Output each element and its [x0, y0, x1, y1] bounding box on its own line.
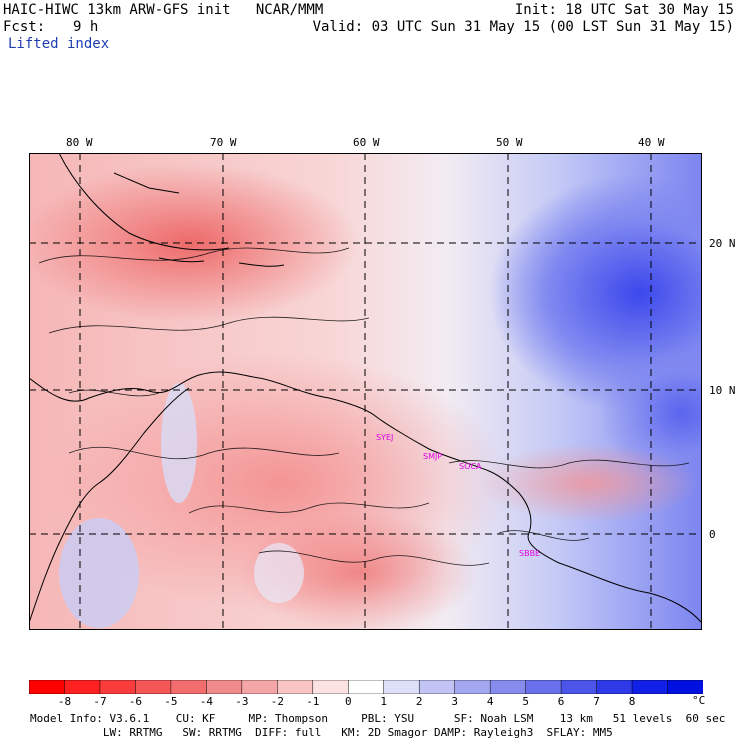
- colorbar-tick-label: 3: [451, 695, 458, 708]
- colorbar-swatch: [596, 680, 633, 694]
- latitude-label-20n: 20 N: [709, 237, 736, 250]
- colorbar-tick-label: 7: [593, 695, 600, 708]
- colorbar-tick-label: -7: [93, 695, 107, 708]
- model-info-line-2: LW: RRTMG SW: RRTMG DIFF: full KM: 2D Sm…: [30, 726, 613, 739]
- colorbar-swatch: [383, 680, 420, 694]
- unstable-region-amazon: [239, 513, 479, 630]
- colorbar-tick-label: -1: [306, 695, 320, 708]
- longitude-label-60w: 60 W: [353, 136, 380, 149]
- latitude-label-10n: 10 N: [709, 384, 736, 397]
- station-label-sbbe: SBBE: [519, 549, 540, 558]
- colorbar-tick-label: -4: [199, 695, 214, 708]
- contour-lines: [38, 247, 690, 566]
- colorbar-tick-label: -3: [235, 695, 249, 708]
- unstable-region-equator: [479, 443, 699, 523]
- colorbar-swatch: [348, 680, 385, 694]
- colorbar-tick-label: 4: [486, 695, 494, 708]
- colorbar-swatch: [631, 680, 669, 694]
- colorbar-swatch: [525, 680, 562, 694]
- longitude-label-80w: 80 W: [66, 136, 93, 149]
- colorbar-swatch: [667, 680, 703, 694]
- title-line: HAIC-HIWC 13km ARW-GFS init NCAR/MMM: [3, 2, 324, 18]
- colorbar-tick-label: -8: [57, 695, 72, 708]
- colorbar-swatch: [206, 680, 243, 694]
- colorbar-tick-label: -2: [270, 695, 284, 708]
- forecast-hour: 9 h: [73, 19, 99, 35]
- map-frame: [29, 153, 702, 630]
- colorbar-swatch: [312, 680, 350, 694]
- colorbar-swatch: [241, 680, 279, 694]
- colorbar-tick-label: 2: [415, 695, 423, 708]
- latitude-label-0: 0: [709, 528, 716, 541]
- colorbar-swatch: [64, 680, 101, 694]
- colorbar-tick-label: 6: [557, 695, 565, 708]
- colorbar-tick-label: 8: [628, 695, 636, 708]
- longitude-label-50w: 50 W: [496, 136, 523, 149]
- colorbar-tick-label: -5: [164, 695, 178, 708]
- colorbar-swatch: [29, 680, 66, 694]
- colorbar-swatch: [418, 680, 456, 694]
- longitude-label-70w: 70 W: [210, 136, 237, 149]
- lifted-index-map: SYEJ SMJP SOCA SBBE: [29, 153, 702, 630]
- field-name: Lifted index: [8, 36, 110, 52]
- colorbar-swatch: [454, 680, 491, 694]
- unstable-region-caribbean: [29, 163, 359, 323]
- stable-patch-south: [254, 543, 304, 603]
- station-label-syej: SYEJ: [376, 433, 393, 442]
- colorbar-tick-label: 5: [522, 695, 529, 708]
- colorbar-swatch: [99, 680, 137, 694]
- colorbar: [29, 680, 703, 694]
- colorbar-tick-label: -6: [128, 695, 143, 708]
- colorbar-tick-label: 0: [344, 695, 352, 708]
- graticule: [29, 153, 702, 630]
- longitude-label-40w: 40 W: [638, 136, 665, 149]
- colorbar-swatch: [135, 680, 172, 694]
- init-time: Init: 18 UTC Sat 30 May 15: [514, 2, 734, 18]
- stable-patch-west: [59, 518, 139, 628]
- coastlines: [29, 153, 702, 624]
- colorbar-unit: °C: [692, 694, 706, 707]
- colorbar-tick-label: 1: [380, 695, 388, 708]
- colorbar-swatch: [560, 680, 598, 694]
- model-info-line-1: Model Info: V3.6.1 CU: KF MP: Thompson P…: [30, 712, 726, 725]
- stable-patch-andes: [161, 383, 197, 503]
- colorbar-swatch: [170, 680, 208, 694]
- colorbar-swatch: [489, 680, 527, 694]
- station-label-smjp: SMJP: [423, 452, 442, 461]
- station-label-soca: SOCA: [459, 462, 482, 471]
- forecast-label: Fcst:: [3, 19, 46, 35]
- colorbar-swatch: [277, 680, 314, 694]
- valid-time: Valid: 03 UTC Sun 31 May 15 (00 LST Sun …: [312, 19, 734, 35]
